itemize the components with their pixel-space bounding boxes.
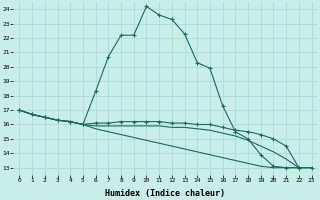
X-axis label: Humidex (Indice chaleur): Humidex (Indice chaleur) [106, 189, 226, 198]
